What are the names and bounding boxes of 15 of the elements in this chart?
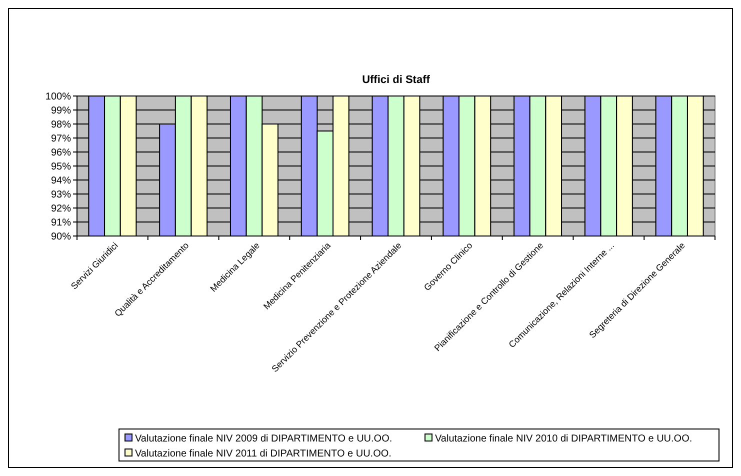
y-tick-label: 91% xyxy=(50,218,72,228)
y-tick-label: 95% xyxy=(50,162,72,172)
y-tick-label: 100% xyxy=(45,92,72,102)
y-tick-label: 96% xyxy=(50,148,72,158)
y-tick-label: 90% xyxy=(50,232,72,242)
y-tick-label: 98% xyxy=(50,120,72,130)
legend-label: Valutazione finale NIV 2011 di DIPARTIMENTO e UU.OO. xyxy=(135,448,392,460)
legend-label: Valutazione finale NIV 2010 di DIPARTIMENTO e UU.OO. xyxy=(435,434,692,444)
y-tick-label: 93% xyxy=(50,190,72,200)
chart-title: Uffici di Staff xyxy=(362,74,430,86)
y-tick-label: 97% xyxy=(50,134,72,144)
y-tick-label: 94% xyxy=(50,176,72,186)
legend-label: Valutazione finale NIV 2009 di DIPARTIMENTO e UU.OO. xyxy=(135,434,392,444)
y-tick-label: 92% xyxy=(50,204,72,214)
y-tick-label: 99% xyxy=(50,106,72,116)
